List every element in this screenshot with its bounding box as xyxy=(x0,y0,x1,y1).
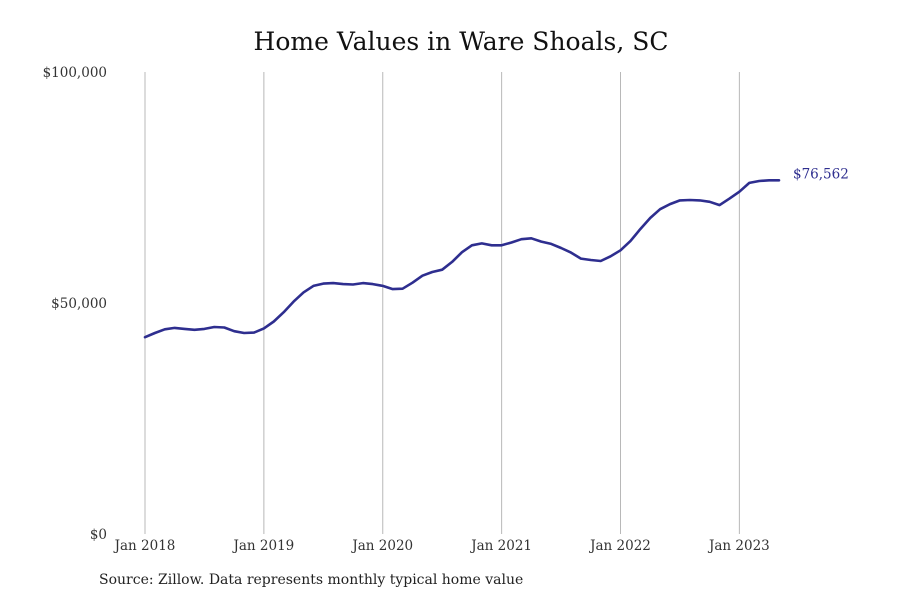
chart-title: Home Values in Ware Shoals, SC xyxy=(253,27,669,56)
x-tick-label: Jan 2019 xyxy=(231,538,294,554)
x-tick-label: Jan 2022 xyxy=(588,538,651,554)
x-tick-label: Jan 2018 xyxy=(113,538,176,554)
x-tick-label: Jan 2023 xyxy=(707,538,770,554)
y-axis-ticks: $0 $50,000 $100,000 xyxy=(43,65,107,543)
y-tick-label: $100,000 xyxy=(43,65,107,81)
x-tick-label: Jan 2020 xyxy=(350,538,413,554)
y-tick-label: $0 xyxy=(90,527,107,543)
source-note: Source: Zillow. Data represents monthly … xyxy=(99,572,524,588)
latest-value-label: $76,562 xyxy=(793,166,849,182)
home-value-line xyxy=(143,179,781,339)
x-axis-ticks: Jan 2018 Jan 2019 Jan 2020 Jan 2021 Jan 2022… xyxy=(113,538,770,554)
x-tick-label: Jan 2021 xyxy=(469,538,532,554)
y-tick-label: $50,000 xyxy=(51,296,107,312)
gridlines xyxy=(144,72,740,534)
